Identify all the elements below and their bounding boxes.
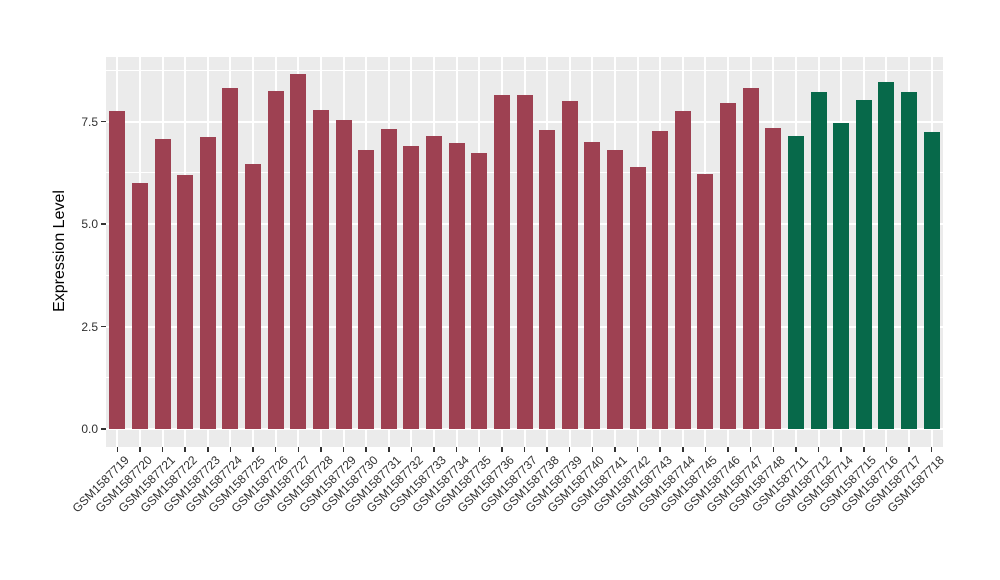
x-tick-mark	[388, 447, 390, 452]
x-tick-mark	[840, 447, 842, 452]
bar-GSM1587725	[245, 164, 262, 429]
bar-GSM1587744	[674, 110, 691, 429]
x-tick-mark	[297, 447, 300, 452]
bar-GSM1587745	[697, 173, 714, 429]
x-tick-mark	[659, 447, 661, 452]
x-tick-mark	[591, 447, 594, 452]
x-tick-mark	[501, 447, 503, 452]
x-tick-mark	[207, 447, 209, 452]
y-tick-mark	[101, 325, 106, 328]
x-tick-mark	[863, 447, 865, 452]
x-tick-mark	[727, 447, 729, 452]
bar-GSM1587718	[923, 131, 940, 429]
x-tick-mark	[636, 447, 639, 452]
bar-GSM1587747	[742, 88, 759, 429]
y-tick-label: 2.5	[81, 319, 98, 334]
bar-GSM1587734	[448, 142, 465, 429]
bar-GSM1587740	[584, 141, 601, 429]
x-tick-mark	[885, 447, 888, 452]
x-tick-mark	[433, 447, 435, 452]
bar-GSM1587729	[335, 119, 352, 429]
bar-GSM1587743	[652, 130, 669, 429]
bar-GSM1587738	[539, 130, 556, 429]
bar-GSM1587726	[267, 91, 284, 429]
x-tick-mark	[410, 447, 413, 452]
x-tick-mark	[614, 447, 616, 452]
x-tick-mark	[184, 447, 186, 452]
x-tick-mark	[139, 447, 141, 452]
bar-GSM1587737	[516, 94, 533, 429]
bar-GSM1587720	[131, 182, 148, 429]
bar-GSM1587723	[199, 137, 216, 429]
bar-GSM1587731	[380, 129, 397, 429]
x-tick-mark	[478, 447, 480, 452]
plot-panel	[106, 57, 943, 447]
x-tick-mark	[795, 447, 797, 452]
bar-GSM1587721	[154, 139, 171, 429]
x-tick-mark	[817, 447, 820, 452]
x-tick-mark	[455, 447, 458, 452]
y-tick-label: 0.0	[81, 422, 98, 436]
y-tick-mark	[101, 428, 106, 430]
x-tick-mark	[116, 447, 119, 452]
x-tick-mark	[161, 447, 164, 452]
bar-GSM1587735	[471, 153, 488, 429]
y-tick-label: 7.5	[81, 114, 98, 129]
bar-GSM1587717	[901, 91, 918, 429]
bar-GSM1587741	[606, 150, 623, 429]
x-tick-mark	[546, 447, 548, 452]
x-tick-mark	[342, 447, 345, 452]
y-axis-title: Expression Level	[51, 190, 68, 312]
x-tick-mark	[229, 447, 232, 452]
x-tick-mark	[908, 447, 910, 452]
bar-GSM1587714	[833, 122, 850, 429]
x-tick-mark	[704, 447, 707, 452]
bar-GSM1587711	[787, 135, 804, 429]
x-tick-mark	[772, 447, 775, 452]
x-tick-mark	[320, 447, 322, 452]
bar-GSM1587730	[358, 150, 375, 429]
y-tick-mark	[101, 223, 106, 225]
bar-GSM1587719	[109, 110, 126, 429]
bar-GSM1587748	[765, 128, 782, 429]
bar-GSM1587727	[290, 73, 307, 429]
bar-GSM1587732	[403, 146, 420, 429]
bar-GSM1587736	[493, 94, 510, 429]
bar-GSM1587712	[810, 91, 827, 429]
x-tick-mark	[749, 447, 752, 452]
y-tick-label: 5.0	[81, 217, 98, 231]
y-tick-mark	[101, 120, 106, 123]
x-tick-mark	[365, 447, 367, 452]
bar-GSM1587742	[629, 167, 646, 429]
x-tick-mark	[568, 447, 571, 452]
x-tick-mark	[252, 447, 254, 452]
bar-GSM1587746	[720, 102, 737, 429]
bar-GSM1587728	[312, 110, 329, 429]
bar-GSM1587733	[426, 135, 442, 429]
bar-GSM1587722	[177, 174, 194, 429]
bar-GSM1587724	[222, 88, 239, 429]
bar-GSM1587715	[855, 100, 872, 429]
x-tick-mark	[930, 447, 933, 452]
bar-GSM1587716	[878, 82, 895, 429]
x-tick-mark	[274, 447, 277, 452]
x-tick-mark	[523, 447, 526, 452]
bar-GSM1587739	[561, 101, 578, 429]
x-tick-mark	[682, 447, 684, 452]
